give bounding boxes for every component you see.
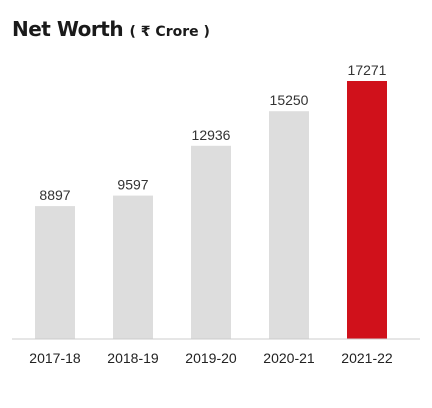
category-label-2019-20: 2019-20 [185, 350, 237, 366]
chart-title-main: Net Worth [12, 17, 124, 41]
value-labels-group: 8897 9597 12936 15250 17271 [39, 62, 386, 203]
category-label-2021-22: 2021-22 [341, 350, 393, 366]
category-label-2018-19: 2018-19 [107, 350, 159, 366]
chart-title-unit: ( ₹ Crore ) [129, 24, 210, 40]
category-label-2017-18: 2017-18 [29, 350, 81, 366]
value-label-2019-20: 12936 [192, 127, 231, 143]
bars-group [35, 81, 387, 339]
bar-2017-18 [35, 206, 75, 339]
bar-2020-21 [269, 111, 309, 339]
value-label-2021-22: 17271 [348, 62, 387, 78]
value-label-2017-18: 8897 [39, 187, 70, 203]
bar-2019-20 [191, 145, 231, 339]
bar-2018-19 [113, 195, 153, 339]
category-labels-group: 2017-18 2018-19 2019-20 2020-21 2021-22 [29, 350, 393, 366]
value-label-2018-19: 9597 [117, 177, 148, 193]
bar-2021-22 [347, 81, 387, 339]
value-label-2020-21: 15250 [270, 92, 309, 108]
category-label-2020-21: 2020-21 [263, 350, 315, 366]
chart-title: Net Worth ( ₹ Crore ) [12, 17, 210, 41]
